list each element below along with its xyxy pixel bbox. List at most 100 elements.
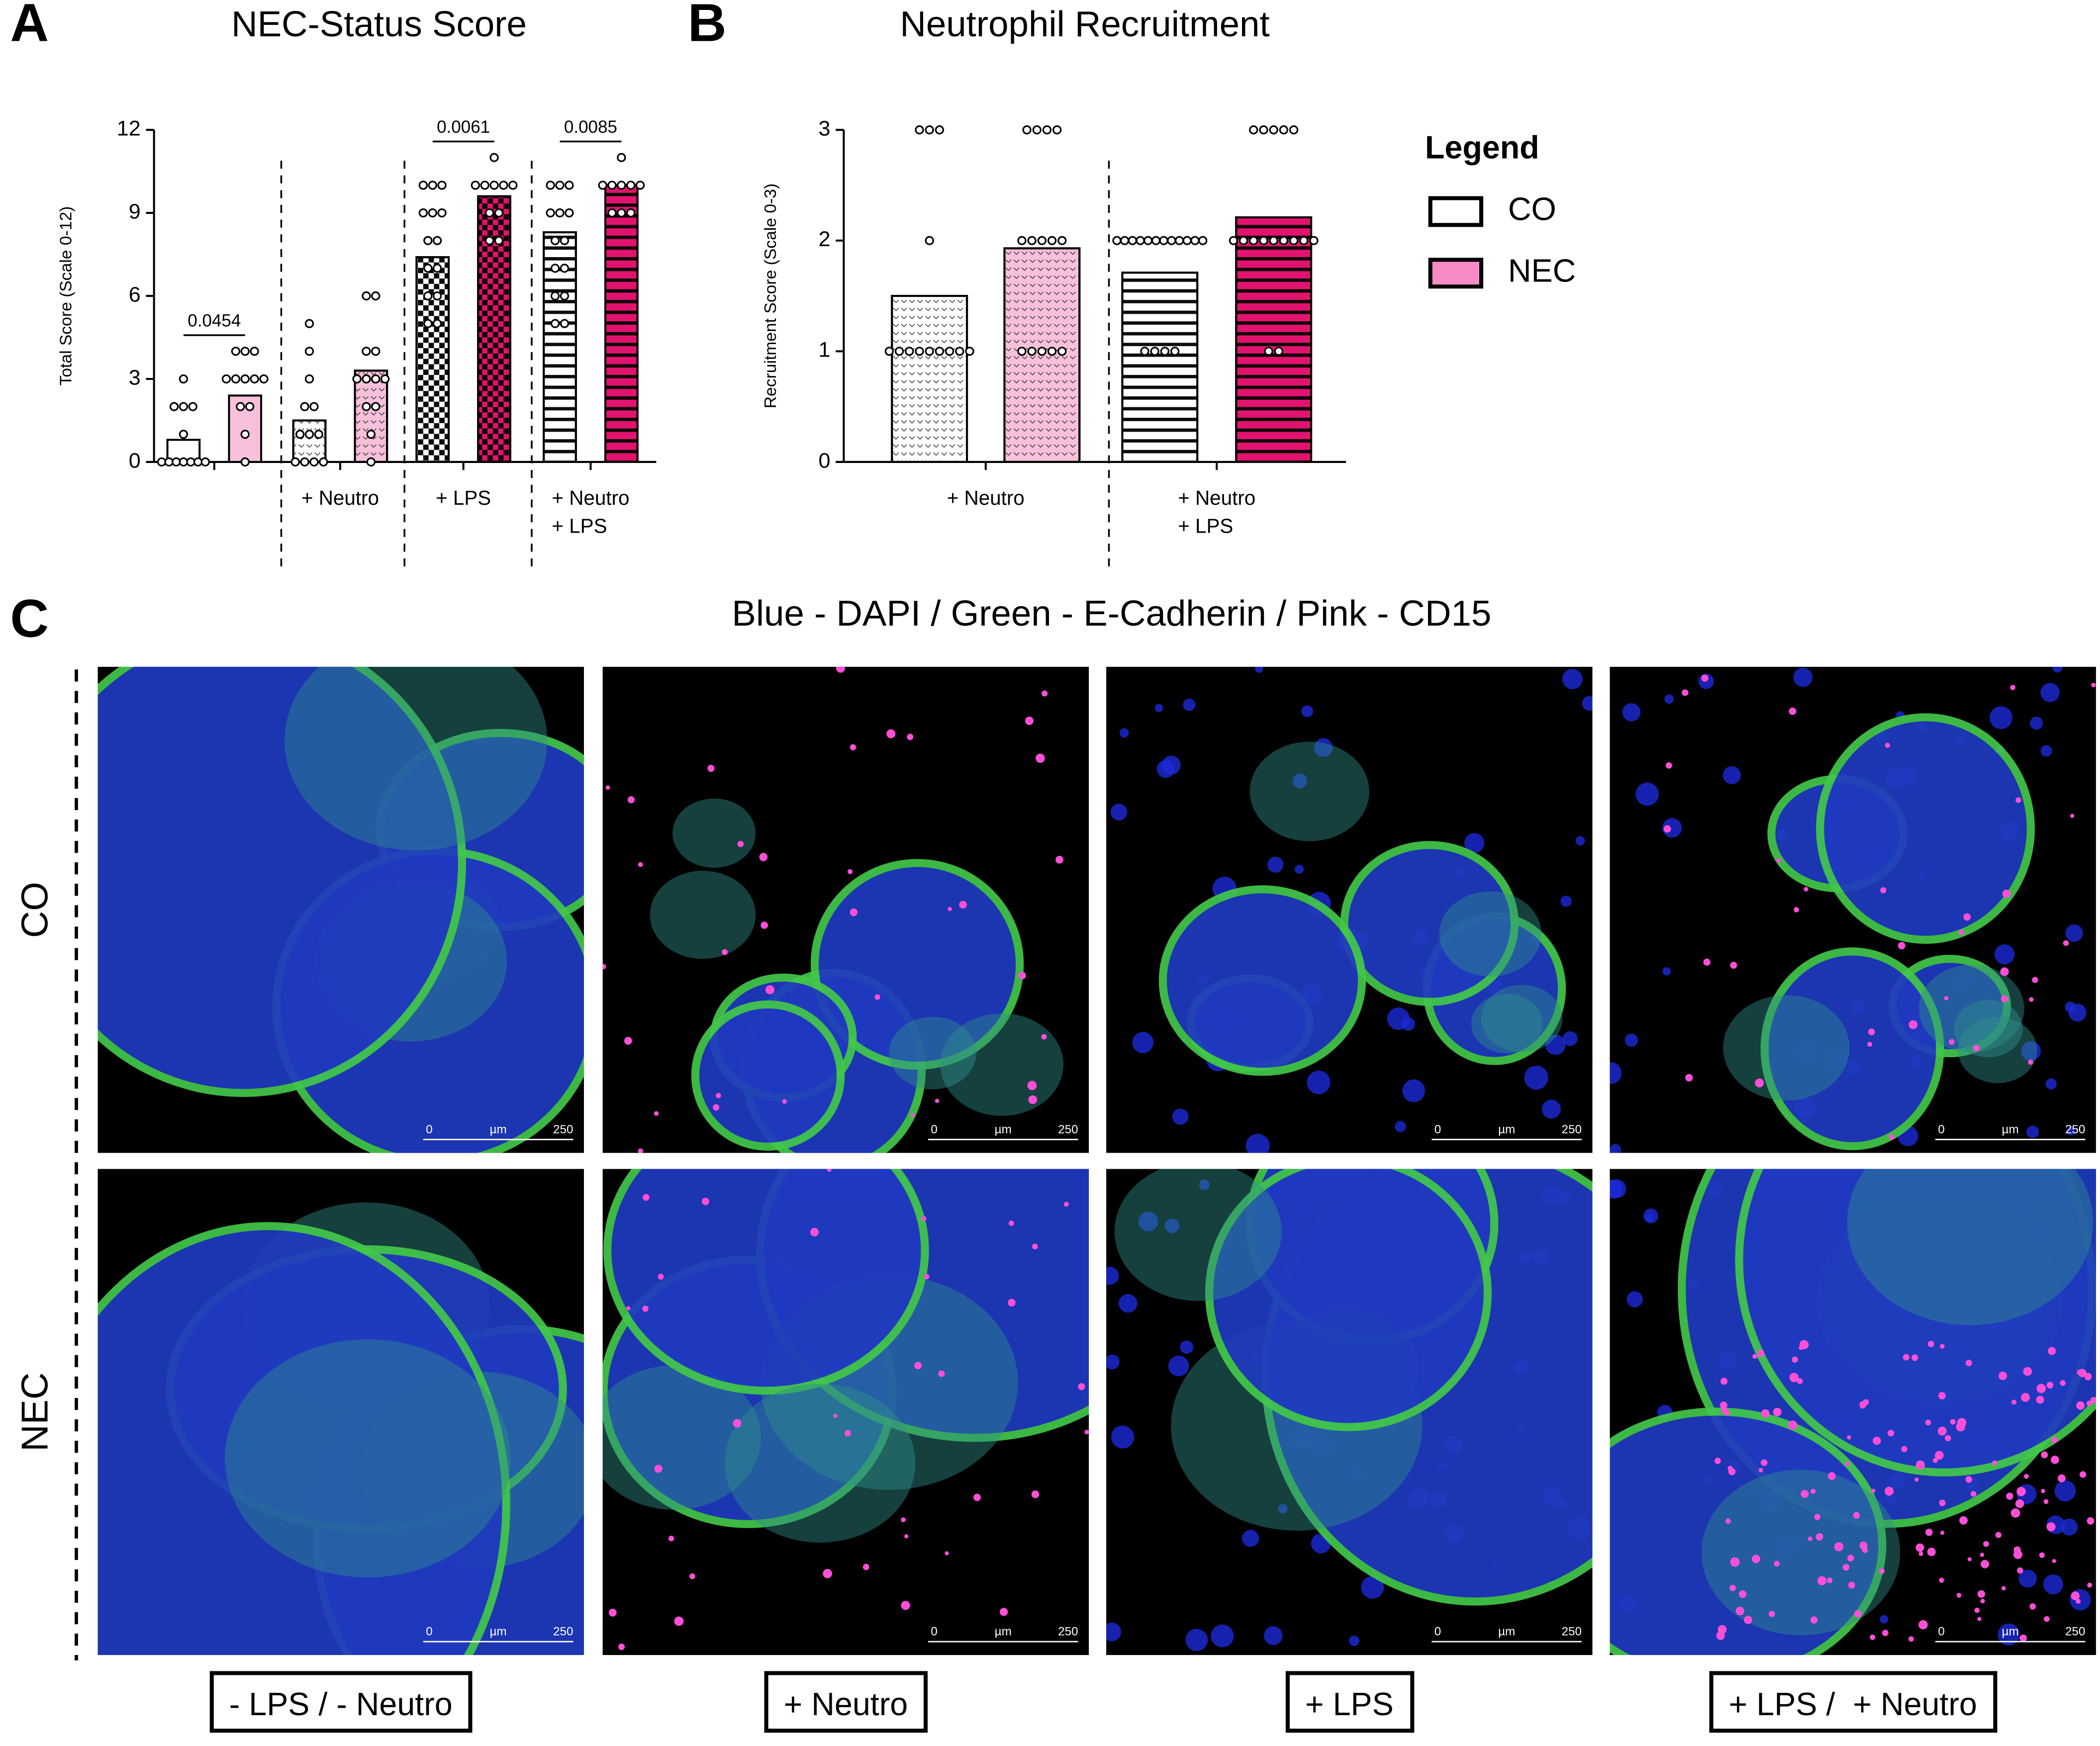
data-point: [1289, 125, 1299, 135]
micrograph: [1610, 666, 2096, 1153]
bar: [228, 394, 263, 463]
data-point: [1144, 236, 1153, 245]
nucleus: [1172, 1108, 1189, 1125]
scale-unit: µm: [1498, 1123, 1515, 1136]
micrograph: [602, 1169, 1089, 1651]
neutrophil: [642, 1305, 649, 1312]
neutrophil: [1018, 972, 1026, 980]
nucleus: [1110, 804, 1128, 821]
nucleus: [2068, 1004, 2087, 1022]
nucleus: [1185, 1629, 1208, 1652]
data-point: [915, 347, 924, 356]
data-point: [555, 181, 565, 190]
neutrophil: [1959, 1516, 1968, 1525]
data-point: [380, 374, 390, 384]
neutrophil: [1752, 1354, 1758, 1359]
neutrophil: [910, 1113, 915, 1117]
scale-end: 250: [553, 1625, 573, 1639]
nucleus: [2065, 924, 2083, 942]
data-point: [362, 291, 371, 301]
data-point: [304, 374, 314, 384]
data-point: [550, 264, 560, 273]
data-point: [1037, 236, 1047, 245]
nucleus: [1990, 706, 2012, 730]
nucleus: [1183, 698, 1196, 711]
data-point: [480, 181, 489, 190]
data-point: [1249, 125, 1258, 135]
data-point: [1047, 236, 1057, 245]
neutrophil: [1827, 1577, 1833, 1583]
neutrophil: [1768, 1611, 1775, 1617]
organoid: [97, 666, 466, 1097]
neutrophil: [1863, 1399, 1869, 1405]
nucleus: [1255, 666, 1263, 673]
neutrophil: [1808, 1536, 1813, 1541]
neutrophil: [1909, 1020, 1918, 1029]
neutrophil: [2076, 1401, 2085, 1410]
y-tick-label: 6: [129, 282, 141, 306]
nucleus: [1132, 1031, 1154, 1053]
data-point: [935, 347, 945, 356]
neutrophil: [1915, 1460, 1925, 1470]
data-point: [560, 264, 570, 273]
neutrophil: [1811, 1488, 1816, 1494]
x-tick-label: + Neutro: [301, 487, 379, 510]
neutrophil: [1868, 1028, 1875, 1035]
data-point: [250, 347, 259, 356]
data-point: [432, 236, 442, 245]
scale-unit: µm: [2002, 1625, 2019, 1639]
neutrophil: [1887, 1430, 1895, 1437]
scale-end: 250: [2065, 1625, 2085, 1639]
neutrophil: [1804, 887, 1809, 892]
neutrophil: [1032, 1243, 1038, 1250]
neutrophil: [1889, 1134, 1895, 1140]
panel-letter: B: [688, 0, 727, 52]
neutrophil: [810, 1228, 819, 1237]
data-point: [186, 457, 195, 467]
neutrophil: [2015, 1499, 2024, 1508]
organoid: [1760, 947, 1944, 1150]
column-label: + LPS: [1285, 1671, 1414, 1733]
data-point: [935, 125, 945, 135]
nucleus: [1106, 1622, 1122, 1642]
p-value: 0.0061: [437, 117, 490, 137]
organoid: [1735, 1169, 2096, 1476]
organoid-tissue: [1701, 1470, 1901, 1636]
nucleus: [1624, 1033, 1638, 1047]
data-point: [489, 181, 499, 190]
data-point: [1027, 236, 1037, 245]
neutrophil: [1918, 1620, 1928, 1630]
nucleus: [1524, 1065, 1548, 1090]
data-point: [626, 181, 636, 190]
neutrophil: [1934, 1451, 1944, 1460]
neutrophil: [626, 1306, 631, 1310]
neutrophil: [1980, 1598, 1985, 1604]
x-tick-label: + LPS: [436, 487, 491, 510]
data-point: [179, 402, 189, 411]
column-label: + Neutro: [764, 1671, 928, 1733]
neutrophil: [638, 862, 643, 867]
neutrophil: [1036, 753, 1045, 763]
neutrophil: [1025, 717, 1034, 725]
scale-end: 250: [1562, 1123, 1582, 1136]
data-point: [240, 457, 250, 467]
data-point: [1279, 125, 1289, 135]
nucleus: [1545, 1034, 1566, 1055]
neutrophil: [844, 1430, 851, 1437]
neutrophil: [886, 729, 896, 738]
neutrophil: [1939, 1577, 1944, 1583]
neutrophil: [2087, 1582, 2093, 1588]
neutrophil: [1980, 1553, 1985, 1557]
y-axis-label: Recruitment Score (Scale 0-3): [762, 184, 780, 408]
neutrophil: [1008, 1298, 1016, 1307]
neutrophil: [1810, 1616, 1818, 1624]
nucleus: [1575, 836, 1585, 845]
organoid-tissue: [225, 1339, 511, 1578]
neutrophil: [1911, 1354, 1918, 1361]
legend-swatch: [1428, 196, 1484, 227]
data-point: [1057, 236, 1067, 245]
neutrophil: [1853, 1512, 1860, 1519]
neutrophil: [1885, 1486, 1894, 1496]
data-point: [925, 236, 934, 245]
nucleus: [1294, 864, 1304, 874]
